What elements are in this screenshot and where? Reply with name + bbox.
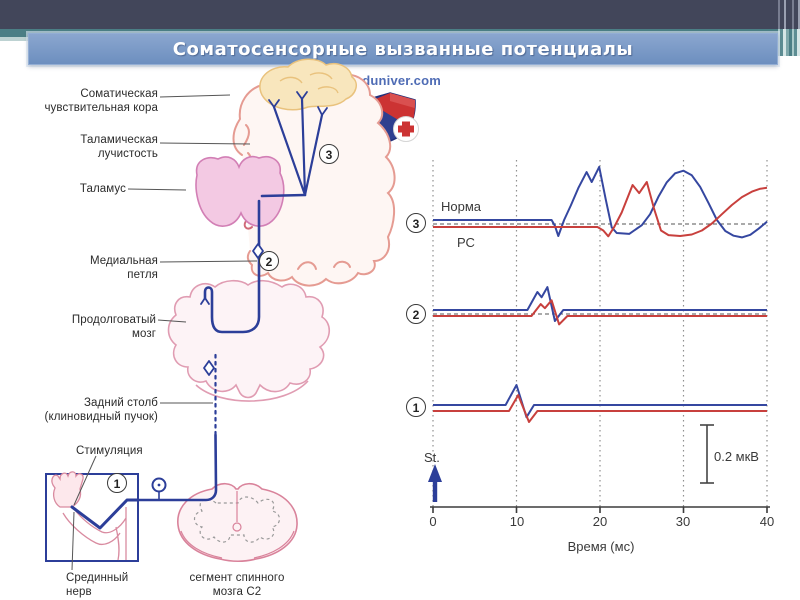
trace-panel3-ms <box>433 181 768 238</box>
stimulus-arrow-icon <box>428 464 442 502</box>
label-medial-lemniscus: Медиальная петля <box>89 255 158 281</box>
corner-stripes-decoration <box>775 0 800 29</box>
evoked-potential-chart <box>428 160 770 513</box>
chart-marker-1: 1 <box>406 397 426 417</box>
hand-shape <box>51 471 84 508</box>
label-dorsal-column: Задний столб (клиновидный пучок) <box>44 397 158 423</box>
slide-title: Соматосенсорные вызванные потенциалы <box>172 38 634 60</box>
x-tick-0: 0 <box>429 514 437 529</box>
diagram-marker-2: 2 <box>259 251 279 271</box>
scale-bar-label: 0.2 мкВ <box>714 449 759 464</box>
spinal-cord-section <box>177 482 298 563</box>
trace-layer <box>433 165 768 423</box>
thalamus-shape <box>195 155 285 227</box>
x-tick-10: 10 <box>509 514 525 529</box>
chart-marker-3: 3 <box>406 213 426 233</box>
diagram-marker-1: 1 <box>107 473 127 493</box>
x-axis-label: Время (мс) <box>567 539 635 554</box>
label-medulla: Продолговатый мозг <box>71 314 156 340</box>
trace-panel1-ms <box>433 394 767 423</box>
brain-outline <box>232 65 396 287</box>
x-tick-40: 40 <box>759 514 775 529</box>
label-somatic-cortex: Соматическая чувствительная кора <box>44 88 158 114</box>
trace-panel3-norm <box>433 165 768 239</box>
label-stimulation: Стимуляция <box>76 445 143 457</box>
diagram-marker-3: 3 <box>319 144 339 164</box>
title-banner: Соматосенсорные вызванные потенциалы <box>28 33 778 65</box>
scale-bar <box>700 424 714 484</box>
medulla-shape <box>167 279 331 402</box>
legend-norma: Норма <box>441 199 482 214</box>
label-thalamus: Таламус <box>79 183 126 195</box>
top-bar <box>0 0 800 29</box>
label-thalamic-radiation: Таламическая лучистость <box>80 134 158 160</box>
chart-marker-2: 2 <box>406 304 426 324</box>
light-accent-strip <box>0 37 30 41</box>
trace-panel2-norm <box>433 286 767 322</box>
electrode-icon <box>151 477 167 500</box>
label-spinal-segment: сегмент спинного мозга C2 <box>189 572 285 598</box>
trace-panel2-ms <box>433 299 767 326</box>
neural-pathway <box>70 91 328 530</box>
x-axis <box>430 506 770 513</box>
stimulus-label: St. <box>424 450 440 465</box>
arm-contour <box>62 507 127 561</box>
x-tick-20: 20 <box>592 514 608 529</box>
pathway-diagram <box>45 58 396 571</box>
x-tick-30: 30 <box>675 514 691 529</box>
corner-stripes-decoration-teal <box>775 29 800 56</box>
legend-ms: РС <box>457 235 475 250</box>
cord-gray-matter-dashed <box>193 496 281 543</box>
label-connectors <box>71 94 258 571</box>
label-median-nerve: Срединный нерв <box>66 572 129 598</box>
brain-upper-lobe <box>259 58 357 111</box>
